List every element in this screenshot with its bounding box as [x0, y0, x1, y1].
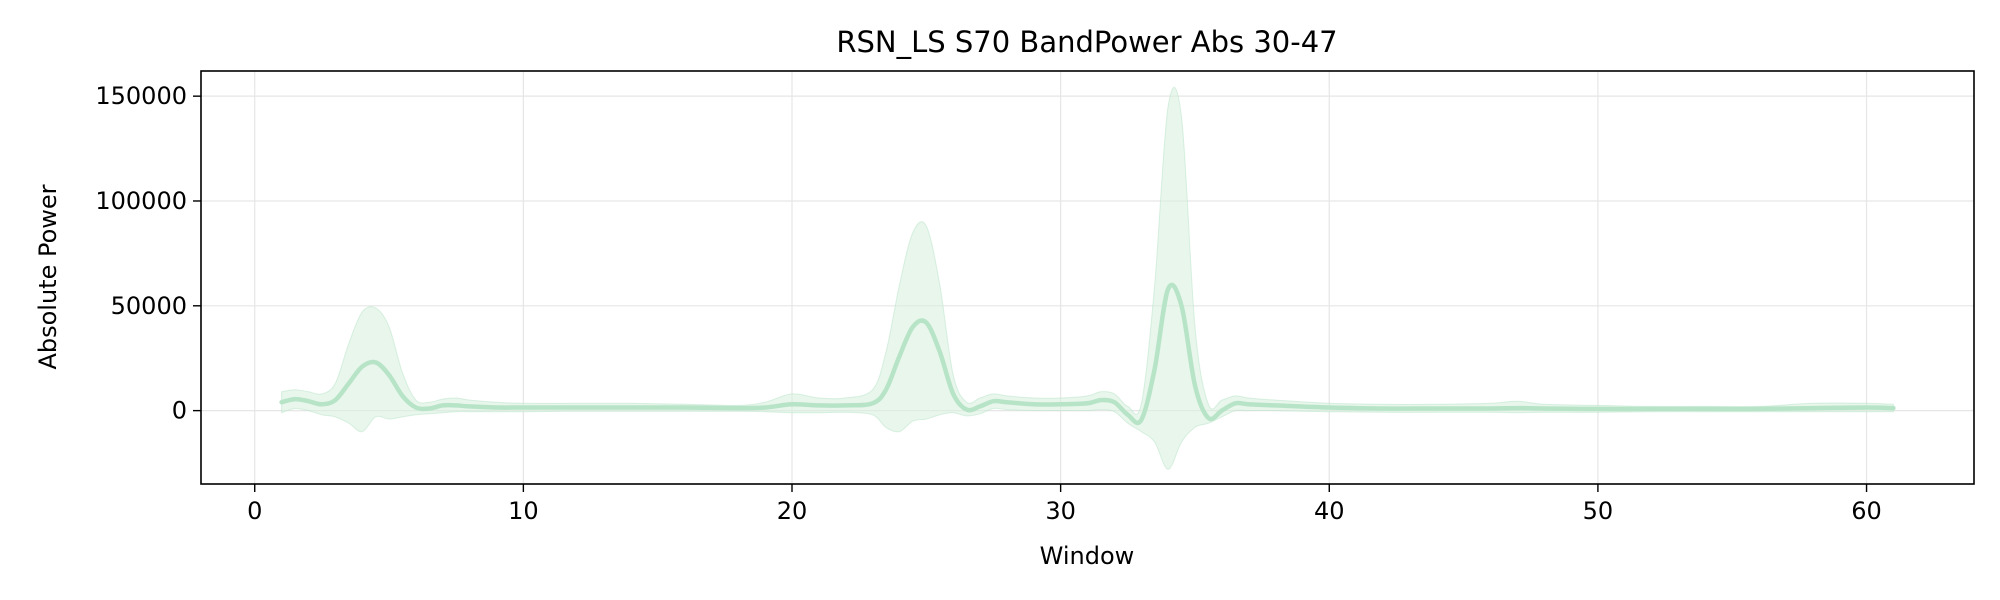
series-line	[279, 282, 1896, 426]
y-tick-label: 0	[172, 397, 187, 425]
x-tick-label: 40	[1314, 497, 1345, 525]
x-tick-label: 10	[508, 497, 539, 525]
y-tick-label: 100000	[95, 187, 187, 215]
confidence-band	[281, 86, 1894, 470]
y-tick-label: 150000	[95, 82, 187, 110]
x-axis-label: Window	[1040, 542, 1135, 570]
x-tick-label: 50	[1583, 497, 1614, 525]
plot-frame	[200, 70, 1975, 485]
x-tick-label: 60	[1851, 497, 1882, 525]
y-axis-label: Absolute Power	[34, 184, 62, 369]
x-tick-label: 0	[247, 497, 262, 525]
gridlines	[201, 71, 1974, 484]
series-band	[281, 86, 1894, 470]
chart-title: RSN_LS S70 BandPower Abs 30-47	[836, 25, 1337, 59]
y-tick-label: 50000	[111, 292, 187, 320]
x-axis: 0 10 20 30 40 50 60	[247, 484, 1882, 525]
x-tick-label: 30	[1045, 497, 1076, 525]
y-axis: 0 50000 100000 150000	[95, 82, 201, 425]
x-tick-label: 20	[777, 497, 808, 525]
series-mean-line	[279, 282, 1896, 426]
